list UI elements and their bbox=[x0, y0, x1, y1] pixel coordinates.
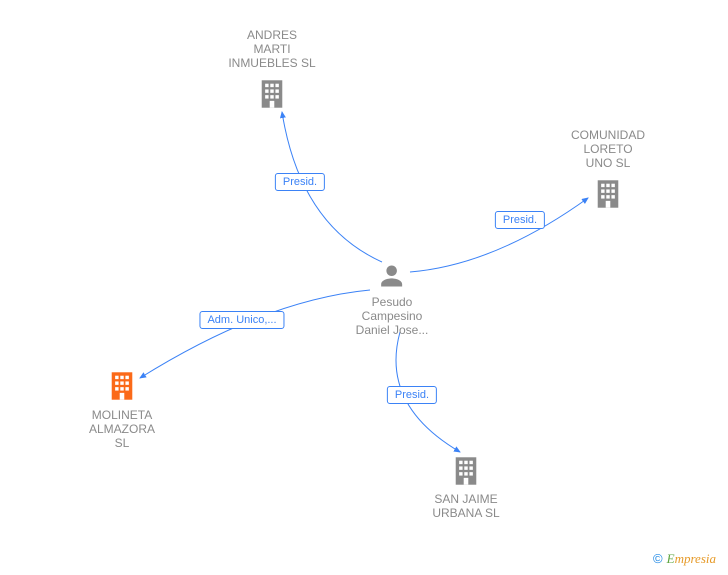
building-icon bbox=[258, 78, 286, 110]
building-icon bbox=[594, 178, 622, 210]
node-molineta-icon-wrap bbox=[108, 370, 136, 407]
node-comunidad-icon-wrap bbox=[594, 178, 622, 215]
edge-label-comunidad: Presid. bbox=[495, 211, 545, 229]
watermark: © Empresia bbox=[653, 551, 716, 567]
node-sanjaime-label: SAN JAIME URBANA SL bbox=[432, 492, 499, 520]
node-molineta[interactable]: MOLINETA ALMAZORA SL bbox=[89, 408, 155, 450]
node-andres-label: ANDRES MARTI INMUEBLES SL bbox=[228, 28, 315, 70]
node-comunidad-label: COMUNIDAD LORETO UNO SL bbox=[571, 128, 645, 170]
diagram-canvas: { "diagram": { "type": "network", "backg… bbox=[0, 0, 728, 575]
building-icon bbox=[108, 370, 136, 402]
node-comunidad[interactable]: COMUNIDAD LORETO UNO SL bbox=[571, 128, 645, 170]
node-sanjaime[interactable]: SAN JAIME URBANA SL bbox=[432, 492, 499, 520]
building-icon bbox=[452, 455, 480, 487]
node-sanjaime-icon-wrap bbox=[452, 455, 480, 492]
center-label: Pesudo Campesino Daniel Jose... bbox=[356, 295, 429, 337]
center-node[interactable]: Pesudo Campesino Daniel Jose... bbox=[356, 262, 429, 337]
edge-label-sanjaime: Presid. bbox=[387, 386, 437, 404]
node-molineta-label: MOLINETA ALMAZORA SL bbox=[89, 408, 155, 450]
edge-label-andres: Presid. bbox=[275, 173, 325, 191]
person-icon bbox=[378, 262, 406, 290]
edge-label-molineta: Adm. Unico,... bbox=[199, 311, 284, 329]
node-andres[interactable]: ANDRES MARTI INMUEBLES SL bbox=[228, 28, 315, 70]
node-andres-icon-wrap bbox=[258, 78, 286, 115]
brand-name: Empresia bbox=[667, 551, 716, 566]
edge-comunidad bbox=[410, 198, 588, 272]
copyright-symbol: © bbox=[653, 551, 663, 566]
edge-molineta bbox=[140, 290, 370, 378]
